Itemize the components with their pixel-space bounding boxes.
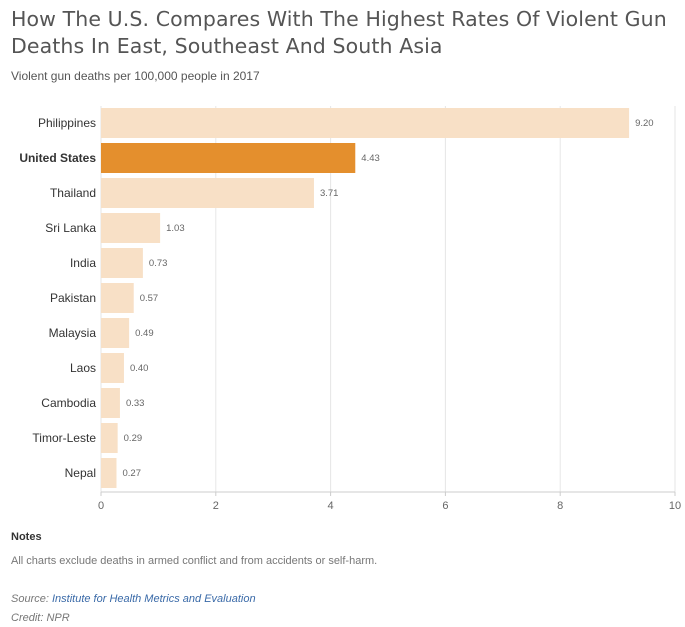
bar bbox=[101, 143, 356, 173]
category-label: Sri Lanka bbox=[45, 221, 96, 235]
value-label: 0.27 bbox=[122, 468, 141, 479]
value-label: 0.49 bbox=[135, 328, 154, 339]
value-label: 0.33 bbox=[126, 398, 145, 409]
category-label: Laos bbox=[70, 361, 96, 375]
chart-title: How The U.S. Compares With The Highest R… bbox=[11, 7, 667, 58]
category-label: Pakistan bbox=[50, 291, 96, 305]
bar bbox=[101, 283, 134, 313]
bar bbox=[101, 353, 124, 383]
x-tick-label: 4 bbox=[328, 500, 334, 512]
category-label: Philippines bbox=[38, 116, 96, 130]
bar bbox=[101, 388, 120, 418]
value-label: 0.40 bbox=[130, 363, 149, 374]
bar bbox=[101, 423, 118, 453]
value-label: 0.57 bbox=[140, 293, 159, 304]
category-label: United States bbox=[19, 151, 96, 165]
source-label: Source: bbox=[11, 593, 49, 605]
bar bbox=[101, 178, 314, 208]
notes-heading: Notes bbox=[11, 531, 42, 543]
x-tick-label: 2 bbox=[213, 500, 219, 512]
bar bbox=[101, 318, 130, 348]
category-label: India bbox=[70, 256, 96, 270]
bar bbox=[101, 108, 630, 138]
bar bbox=[101, 458, 117, 488]
bar bbox=[101, 248, 143, 278]
bar bbox=[101, 213, 161, 243]
bar-chart: Philippines 9.20 United States 4.43 Thailand… bbox=[19, 106, 681, 512]
chart-subtitle: Violent gun deaths per 100,000 people in… bbox=[11, 69, 260, 83]
value-label: 3.71 bbox=[320, 188, 339, 199]
x-tick-label: 10 bbox=[669, 500, 681, 512]
source-line: Source: Institute for Health Metrics and… bbox=[11, 593, 256, 605]
category-label: Nepal bbox=[65, 466, 96, 480]
x-tick-label: 0 bbox=[98, 500, 104, 512]
value-label: 0.73 bbox=[149, 258, 168, 269]
category-label: Malaysia bbox=[49, 326, 97, 340]
value-label: 1.03 bbox=[166, 223, 185, 234]
credit-line: Credit: NPR bbox=[11, 612, 70, 624]
category-label: Thailand bbox=[50, 186, 96, 200]
value-label: 4.43 bbox=[361, 153, 380, 164]
category-label: Cambodia bbox=[41, 396, 96, 410]
source-link[interactable]: Institute for Health Metrics and Evaluat… bbox=[51, 593, 256, 605]
value-label: 0.29 bbox=[124, 433, 142, 444]
x-tick-label: 8 bbox=[557, 500, 563, 512]
category-label: Timor-Leste bbox=[32, 431, 96, 445]
notes-text: All charts exclude deaths in armed confl… bbox=[11, 555, 378, 567]
value-label: 9.20 bbox=[635, 118, 654, 129]
x-tick-label: 6 bbox=[442, 500, 448, 512]
